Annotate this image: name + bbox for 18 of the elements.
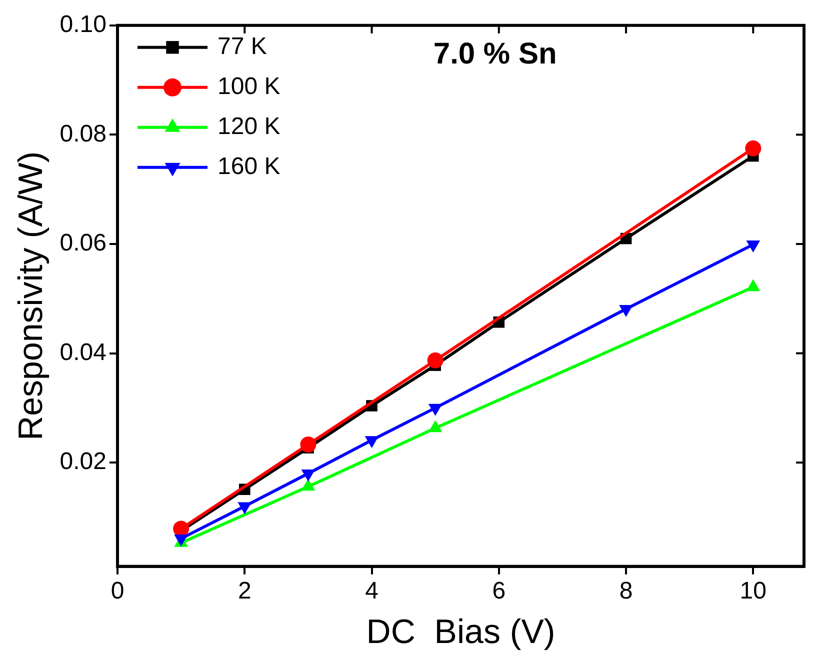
y-tick-label: 0.08 (60, 120, 107, 148)
legend-label: 100 K (218, 73, 280, 100)
y-tick-label: 0.10 (60, 11, 107, 38)
y-axis-title: Responsivity (A/W) (12, 151, 50, 440)
x-tick-label: 2 (238, 577, 252, 604)
x-tick-label: 4 (365, 577, 378, 604)
annotation: 7.0 % Sn (433, 38, 557, 71)
legend-label: 120 K (218, 113, 280, 140)
x-tick-label: 8 (619, 577, 633, 604)
legend-label: 77 K (218, 33, 267, 60)
y-tick-label: 0.04 (60, 338, 107, 366)
x-tick-label: 10 (740, 577, 766, 604)
y-tick-label: 0.06 (60, 230, 107, 257)
x-axis-title: DC Bias (V) (366, 612, 556, 651)
legend-label: 160 K (218, 153, 280, 180)
y-tick-label: 0.02 (60, 448, 107, 476)
x-tick-label: 0 (110, 577, 124, 604)
x-tick-label: 6 (492, 577, 506, 604)
